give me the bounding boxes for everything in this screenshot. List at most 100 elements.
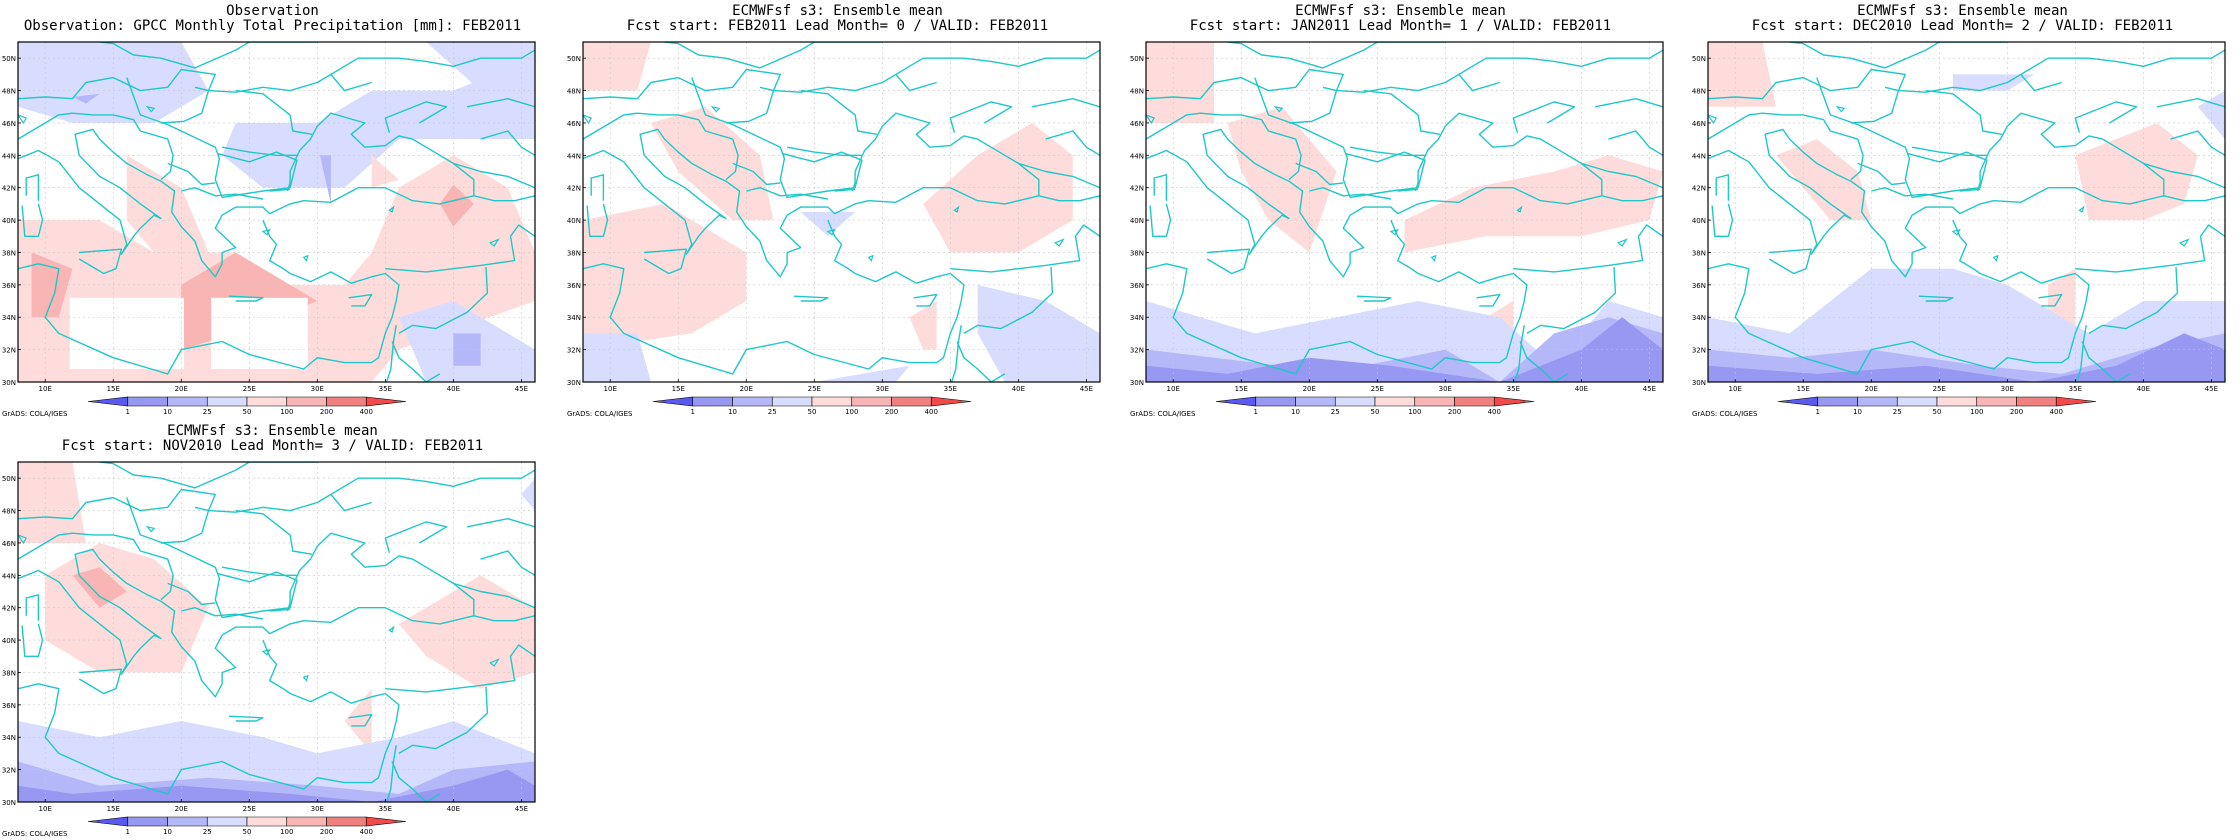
lat-tick-label: 50N — [2, 475, 16, 483]
lon-tick-label: 45E — [2205, 385, 2218, 393]
lake-outline — [261, 228, 271, 236]
lon-tick-label: 40E — [1012, 385, 1025, 393]
lat-tick-label: 48N — [1692, 88, 1706, 96]
lat-tick-label: 38N — [1130, 249, 1144, 257]
lake-outline — [1951, 228, 1961, 236]
colorbar-label: 1 — [1254, 408, 1258, 416]
lon-tick-label: 25E — [1933, 385, 1946, 393]
plot-frame — [1707, 41, 2226, 383]
precipitation-map: 30N 32N 34N 36N 38N 40N 42N 44N 46N 48N 50N 10E 15E 2… — [1692, 41, 2226, 416]
coastline — [466, 97, 535, 108]
colorbar-label: 10 — [728, 408, 737, 416]
coastline — [583, 112, 658, 140]
coastline — [1911, 146, 1987, 157]
coastline — [963, 266, 1054, 335]
colorbar-segment — [167, 396, 208, 407]
coastline — [221, 146, 297, 157]
colorbar-segment — [206, 816, 248, 827]
coastline — [473, 615, 535, 622]
colorbar-label: 1 — [126, 408, 130, 416]
lat-tick-label: 48N — [2, 88, 16, 96]
coastline — [1045, 130, 1100, 156]
coastline — [590, 174, 605, 201]
colorbar: 1 10 25 50 100 200 400 — [652, 396, 972, 416]
coastline — [1206, 248, 1251, 275]
colorbar-label: 400 — [360, 408, 373, 416]
lat-tick-label: 50N — [1692, 55, 1706, 63]
coastline — [1227, 42, 1447, 69]
precip-shade — [1708, 333, 2225, 382]
coastline — [583, 112, 1040, 278]
lake-outline — [1616, 238, 1628, 247]
coastline — [385, 644, 535, 693]
coastline — [18, 469, 535, 520]
coastline — [466, 517, 535, 528]
panel-subtitle: Observation: GPCC Monthly Total Precipit… — [23, 18, 522, 34]
coastline — [793, 295, 829, 302]
colorbar-label: 50 — [243, 408, 252, 416]
colorbar-label: 200 — [2010, 408, 2023, 416]
lat-tick-label: 38N — [2, 249, 16, 257]
map-panel-lead3: ECMWFsf s3: Ensemble mean Fcst start: NO… — [0, 420, 545, 840]
lon-tick-label: 35E — [379, 385, 392, 393]
precip-shade — [320, 155, 331, 204]
coastline — [1363, 89, 1441, 135]
lat-tick-label: 44N — [1130, 152, 1144, 160]
lake-outline — [261, 648, 271, 656]
coastline — [1397, 188, 1419, 192]
precip-shade — [426, 42, 535, 91]
precipitation-map: 30N 32N 34N 36N 38N 40N 42N 44N 46N 48N 50N 10E 15E 2… — [2, 41, 536, 416]
coastline — [1356, 295, 1392, 302]
lat-tick-label: 44N — [567, 152, 581, 160]
lon-tick-label: 15E — [672, 385, 685, 393]
lat-tick-label: 42N — [2, 185, 16, 193]
lat-tick-label: 32N — [2, 347, 16, 355]
lon-tick-label: 15E — [107, 805, 120, 813]
coastline — [453, 162, 535, 189]
coastline — [1857, 162, 1906, 186]
precip-shade — [2075, 123, 2198, 221]
coastline — [1146, 219, 1528, 375]
lake-outline — [1273, 105, 1284, 113]
coastline — [385, 325, 397, 382]
coastline — [1715, 174, 1730, 201]
coastline — [167, 582, 216, 606]
colorbar-segment — [1817, 396, 1858, 407]
coastline — [21, 623, 44, 658]
coastline — [746, 186, 829, 200]
lat-tick-label: 30N — [2, 799, 16, 807]
precip-shade — [126, 155, 209, 253]
lat-tick-label: 36N — [2, 702, 16, 710]
colorbar-segment — [851, 396, 892, 407]
lat-tick-label: 46N — [2, 120, 16, 128]
colorbar-segment — [2016, 396, 2057, 407]
colorbar-segment — [732, 396, 773, 407]
map-panel-observation: Observation Observation: GPCC Monthly To… — [0, 0, 545, 420]
lake-outline — [18, 114, 28, 125]
grads-label: GrADS: COLA/IGES — [1692, 410, 1758, 418]
colorbar-segment — [811, 396, 853, 407]
colorbar-segment — [1215, 396, 1257, 407]
precip-shade — [521, 478, 535, 511]
coastline — [583, 49, 1100, 100]
lat-tick-label: 48N — [2, 508, 16, 516]
coastline — [664, 42, 884, 69]
precip-shade — [814, 365, 910, 382]
colorbar-label: 10 — [163, 828, 172, 836]
colorbar-label: 25 — [1893, 408, 1902, 416]
lon-tick-label: 15E — [107, 385, 120, 393]
coastline — [1789, 42, 2009, 69]
coastline — [99, 462, 319, 489]
lon-tick-label: 20E — [175, 385, 188, 393]
coastline — [1476, 293, 1501, 307]
colorbar-segment — [326, 396, 367, 407]
lat-tick-label: 36N — [1130, 282, 1144, 290]
panel-title: ECMWFsf s3: Ensemble mean — [1295, 3, 1506, 19]
precip-shade — [1708, 333, 2225, 382]
panel-title: ECMWFsf s3: Ensemble mean — [1857, 3, 2068, 19]
lon-tick-label: 25E — [243, 805, 256, 813]
panel-title: ECMWFsf s3: Ensemble mean — [732, 3, 943, 19]
coastline — [949, 101, 1013, 133]
coastline — [228, 295, 264, 302]
coastline — [1918, 295, 1954, 302]
